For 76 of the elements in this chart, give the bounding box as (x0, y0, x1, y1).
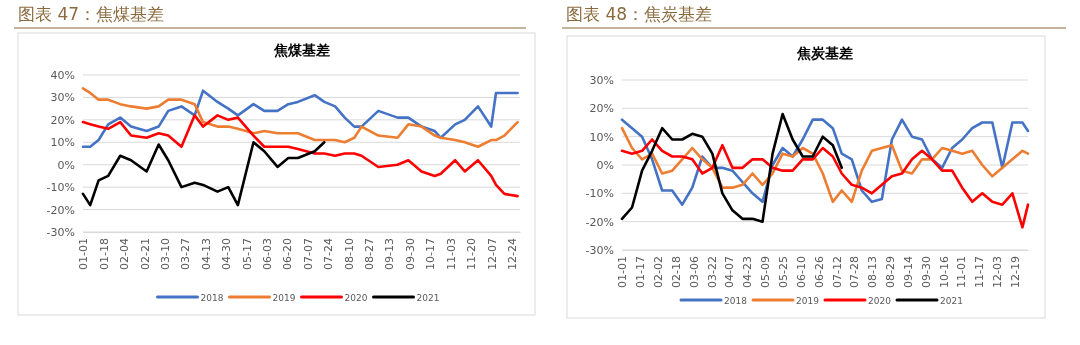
x-tick-label: 02-04 (118, 238, 132, 270)
x-tick-label: 01-01 (77, 238, 91, 270)
x-tick-label: 09-14 (901, 256, 915, 288)
x-tick-label: 12-07 (485, 238, 499, 270)
x-tick-label: 06-03 (261, 238, 275, 270)
y-tick-label: 40% (50, 69, 75, 83)
line-series (620, 138, 1030, 229)
legend-label: 2019 (272, 293, 296, 303)
x-tick-label: 05-25 (776, 256, 790, 288)
line-series (620, 112, 844, 223)
x-tick-label: 06-10 (794, 256, 808, 288)
legend-label: 2021 (416, 293, 440, 303)
x-tick-label: 09-13 (383, 238, 397, 270)
x-tick-label: 07-24 (322, 238, 336, 270)
y-tick-label: 20% (589, 102, 614, 116)
x-tick-label: 02-18 (669, 256, 683, 288)
chart-subtitle: 焦煤基差 (272, 42, 330, 58)
x-tick-label: 01-18 (97, 238, 111, 270)
x-tick-label: 04-13 (199, 238, 213, 270)
y-tick-label: 10% (589, 130, 614, 144)
x-tick-label: 08-10 (342, 238, 356, 270)
legend-label: 2020 (344, 293, 368, 303)
chart-title: 图表 47：焦煤基差 (18, 4, 165, 24)
x-tick-label: 03-10 (158, 238, 172, 270)
x-tick-label: 11-17 (973, 256, 987, 288)
x-tick-label: 04-30 (220, 238, 234, 270)
x-tick-label: 12-03 (991, 256, 1005, 288)
x-tick-label: 03-22 (705, 256, 719, 288)
y-tick-label: 0% (57, 158, 75, 172)
x-tick-label: 04-23 (741, 256, 755, 288)
y-tick-label: -20% (585, 215, 614, 229)
x-tick-label: 06-20 (281, 238, 295, 270)
y-tick-label: -20% (46, 203, 75, 217)
x-tick-label: 08-29 (884, 256, 898, 288)
line-series (81, 114, 519, 198)
legend-label: 2020 (868, 296, 892, 306)
x-tick-label: 02-21 (138, 238, 152, 270)
y-tick-label: -30% (46, 226, 75, 240)
x-tick-label: 01-17 (634, 256, 648, 288)
x-tick-label: 10-17 (424, 238, 438, 270)
y-tick-label: 30% (589, 74, 614, 88)
legend-label: 2021 (940, 296, 963, 306)
x-tick-label: 07-07 (301, 238, 315, 270)
x-tick-label: 09-30 (403, 238, 417, 270)
x-tick-label: 11-20 (465, 238, 479, 270)
x-tick-label: 07-12 (830, 256, 844, 288)
y-tick-label: 10% (50, 136, 75, 150)
x-tick-label: 11-03 (444, 238, 458, 270)
x-tick-label: 07-28 (848, 256, 862, 288)
x-tick-label: 10-16 (937, 256, 951, 288)
x-tick-label: 12-24 (505, 238, 519, 270)
y-tick-label: -10% (46, 181, 75, 195)
legend-label: 2018 (200, 293, 224, 303)
y-tick-label: 30% (50, 91, 75, 105)
x-tick-label: 03-06 (687, 256, 701, 288)
x-tick-label: 08-13 (866, 256, 880, 288)
x-tick-label: 01-01 (616, 256, 630, 288)
x-tick-label: 11-01 (955, 256, 969, 288)
y-tick-label: 20% (50, 113, 75, 127)
x-tick-label: 08-27 (363, 238, 377, 270)
legend-label: 2019 (796, 296, 820, 306)
y-tick-label: -10% (585, 187, 614, 201)
x-tick-label: 09-30 (919, 256, 933, 288)
y-tick-label: -30% (585, 244, 614, 258)
x-tick-label: 04-07 (723, 256, 737, 288)
chart-title: 图表 48：焦炭基差 (566, 4, 713, 24)
y-tick-label: 0% (596, 159, 614, 173)
x-tick-label: 05-17 (240, 238, 254, 270)
legend-label: 2018 (724, 296, 748, 306)
line-series (81, 140, 326, 207)
x-tick-label: 03-27 (179, 238, 193, 270)
x-tick-label: 05-09 (759, 256, 773, 288)
x-tick-label: 12-19 (1008, 256, 1022, 288)
x-tick-label: 06-26 (812, 256, 826, 288)
x-tick-label: 02-02 (652, 256, 666, 288)
chart-subtitle: 焦炭基差 (796, 45, 853, 61)
